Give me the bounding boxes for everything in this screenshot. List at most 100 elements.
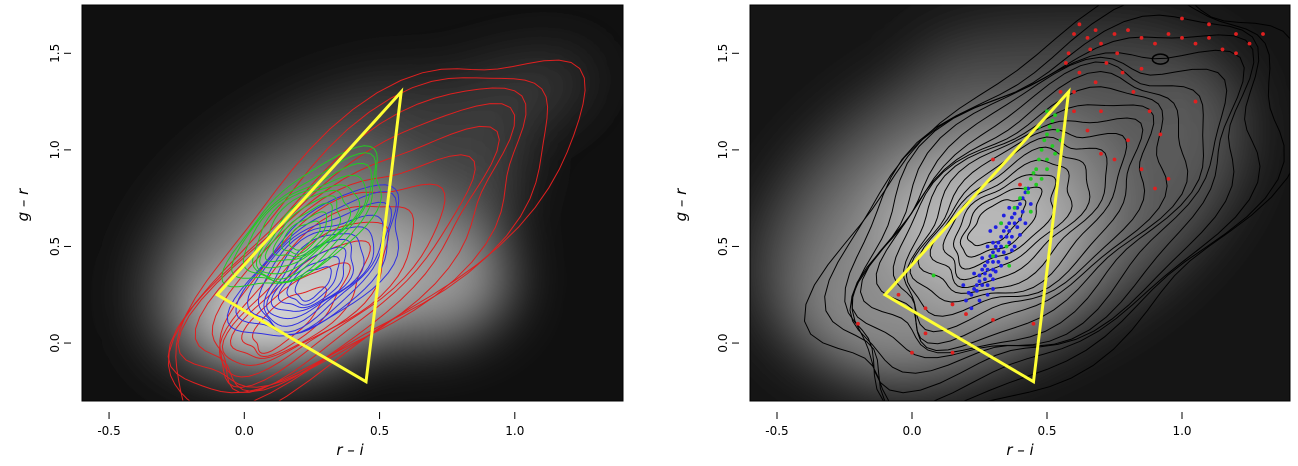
contour-line — [851, 34, 1255, 394]
scatter-point — [931, 273, 936, 278]
scatter-point — [1085, 128, 1090, 133]
x-axis-label: r – i — [336, 441, 364, 459]
scatter-point — [985, 283, 990, 287]
scatter-point — [1045, 157, 1049, 162]
scatter-point — [1001, 213, 1006, 218]
scatter-point — [1055, 128, 1060, 133]
scatter-point — [1012, 205, 1017, 210]
contour-line — [272, 202, 333, 258]
x-tick-label: 1.0 — [505, 424, 524, 438]
scatter-point — [1153, 41, 1157, 46]
scatter-point — [1020, 196, 1025, 201]
x-tick-label: -0.5 — [765, 424, 788, 438]
contour-line — [241, 262, 351, 358]
scatter-point — [1247, 41, 1252, 46]
scatter-point — [950, 302, 955, 307]
scatter-point — [1007, 221, 1012, 226]
scatter-point — [1023, 186, 1028, 191]
contour-line — [218, 205, 415, 378]
scatter-point — [1004, 256, 1009, 260]
scatter-point — [923, 331, 928, 336]
scatter-point — [1193, 41, 1198, 46]
scatter-point — [1007, 229, 1012, 233]
scatter-point — [961, 283, 966, 287]
contour-line — [1151, 53, 1170, 65]
scatter-point — [1028, 176, 1033, 181]
scatter-point — [964, 298, 968, 303]
scatter-point — [999, 244, 1003, 249]
scatter-point — [1037, 157, 1041, 162]
scatter-point — [972, 287, 976, 291]
scatter-point — [1104, 61, 1109, 65]
x-tick-label: -0.5 — [97, 424, 120, 438]
contour-line — [264, 195, 342, 263]
y-tick-label: 1.0 — [716, 140, 730, 159]
scatter-point — [1007, 240, 1012, 245]
scatter-point — [923, 306, 928, 311]
scatter-point — [999, 263, 1003, 268]
scatter-point — [1077, 22, 1082, 27]
scatter-point — [985, 260, 990, 264]
scatter-point — [988, 229, 993, 233]
plot-frame — [749, 4, 1291, 402]
selection-triangle — [214, 87, 404, 385]
scatter-point — [969, 292, 974, 297]
scatter-point — [1093, 80, 1098, 85]
contour-line — [252, 174, 367, 280]
scatter-point — [972, 271, 976, 276]
y-axis-label: g – r — [14, 188, 32, 222]
scatter-point — [896, 292, 901, 297]
scatter-point — [977, 279, 982, 284]
contour-line — [892, 86, 1168, 345]
contour-line — [851, 56, 1228, 359]
scatter-point — [1139, 66, 1144, 71]
y-tick-label: 0.0 — [716, 334, 730, 353]
scatter-point — [1031, 171, 1036, 175]
left-panel: -0.5 0.0 0.5 1.0 0.0 0.5 1.0 1.5 r – i g – r — [14, 4, 624, 459]
scatter-point — [1064, 61, 1068, 65]
scatter-point — [991, 250, 995, 255]
scatter-point — [1066, 51, 1071, 56]
x-axis-label: r – i — [1006, 441, 1034, 459]
y-tick-label: 0.0 — [48, 334, 62, 353]
scatter-point — [1093, 28, 1098, 33]
scatter-point — [983, 263, 987, 268]
scatter-point — [1053, 113, 1057, 118]
contour-line — [235, 191, 397, 335]
scatter-point — [1045, 109, 1049, 114]
scatter-point — [966, 290, 971, 295]
scatter-point — [1045, 132, 1049, 137]
contour-line — [952, 174, 1057, 270]
contour-line — [246, 201, 393, 336]
scatter-point — [1034, 167, 1039, 172]
scatter-point — [991, 240, 995, 245]
y-tick-label: 1.5 — [716, 44, 730, 63]
scatter-point — [977, 273, 982, 278]
scatter-point — [1004, 234, 1009, 239]
contour-line — [288, 220, 321, 251]
scatter-point — [1026, 190, 1030, 195]
scatter-point — [1126, 138, 1130, 143]
scatter-point — [1018, 202, 1022, 206]
scatter-point — [1012, 221, 1017, 226]
scatter-point — [985, 267, 990, 272]
scatter-point — [1131, 90, 1136, 94]
scatter-point — [1031, 321, 1036, 326]
scatter-point — [1099, 151, 1103, 156]
scatter-point — [1158, 132, 1163, 137]
contour-line — [281, 211, 328, 255]
scatter-point — [991, 157, 995, 162]
scatter-point — [1180, 35, 1184, 40]
scatter-point — [1023, 221, 1028, 226]
scatter-point — [993, 269, 998, 274]
density-background — [750, 5, 1290, 401]
scatter-point — [991, 277, 995, 282]
scatter-point — [969, 306, 974, 311]
contour-line — [959, 186, 1043, 258]
scatter-point — [1034, 182, 1039, 187]
scatter-point — [1207, 35, 1211, 40]
x-tick-label: 0.0 — [235, 424, 254, 438]
contour-line — [266, 233, 365, 320]
scatter-point — [1012, 244, 1017, 249]
scatter-point — [1010, 248, 1014, 253]
